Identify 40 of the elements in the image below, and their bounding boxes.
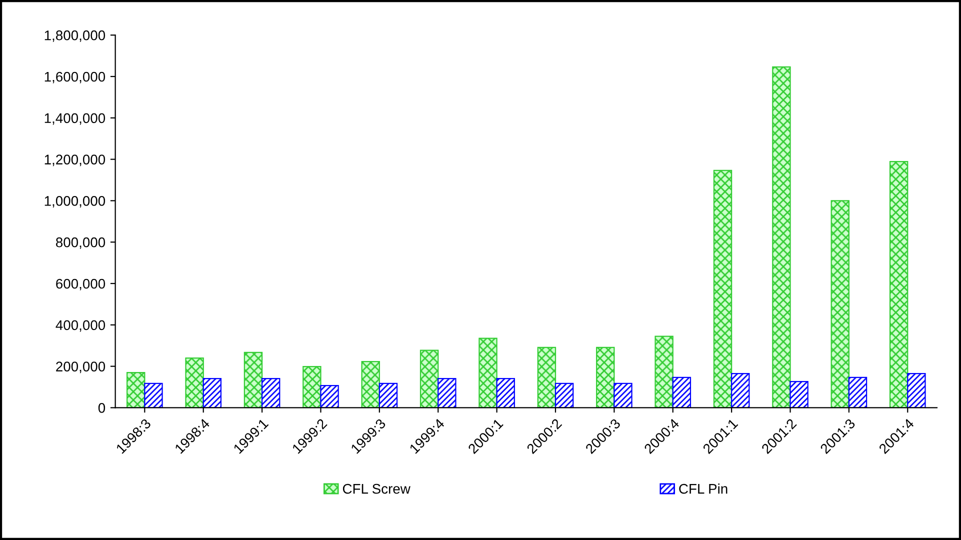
bar bbox=[537, 346, 556, 408]
bar bbox=[126, 372, 146, 408]
bar bbox=[361, 360, 380, 408]
legend-label: CFL Pin bbox=[679, 484, 728, 494]
y-tick-label: 0 bbox=[98, 403, 106, 413]
y-tick-label: 1,600,000 bbox=[44, 72, 106, 84]
bar bbox=[261, 378, 280, 408]
bar bbox=[420, 350, 439, 408]
bar bbox=[438, 378, 456, 408]
bar bbox=[478, 338, 498, 408]
bar bbox=[596, 346, 615, 408]
bar bbox=[848, 376, 868, 408]
y-tick-label: 1,200,000 bbox=[44, 154, 106, 166]
bar bbox=[144, 382, 163, 408]
bar bbox=[185, 357, 204, 408]
bar bbox=[731, 372, 750, 408]
bar bbox=[378, 382, 398, 408]
bar bbox=[654, 336, 674, 408]
bar bbox=[302, 366, 322, 408]
bar bbox=[713, 170, 732, 408]
bar bbox=[320, 384, 339, 408]
bar bbox=[614, 382, 632, 408]
bar bbox=[244, 352, 263, 408]
bar bbox=[672, 376, 692, 408]
y-tick-label: 200,000 bbox=[56, 362, 106, 374]
bar bbox=[554, 382, 574, 408]
y-tick-label: 1,000,000 bbox=[44, 196, 106, 208]
bar bbox=[496, 378, 515, 408]
y-tick-label: 1,800,000 bbox=[44, 30, 106, 42]
y-tick-label: 400,000 bbox=[56, 320, 106, 332]
bar bbox=[202, 378, 222, 408]
bar bbox=[790, 381, 808, 408]
bar bbox=[772, 66, 791, 408]
y-tick-label: 1,400,000 bbox=[44, 113, 106, 125]
y-tick-label: 600,000 bbox=[56, 278, 106, 290]
bar bbox=[907, 372, 926, 408]
bar bbox=[830, 200, 850, 408]
bar bbox=[889, 161, 908, 408]
legend-label: CFL Screw bbox=[342, 484, 410, 494]
y-tick-label: 800,000 bbox=[56, 237, 106, 249]
